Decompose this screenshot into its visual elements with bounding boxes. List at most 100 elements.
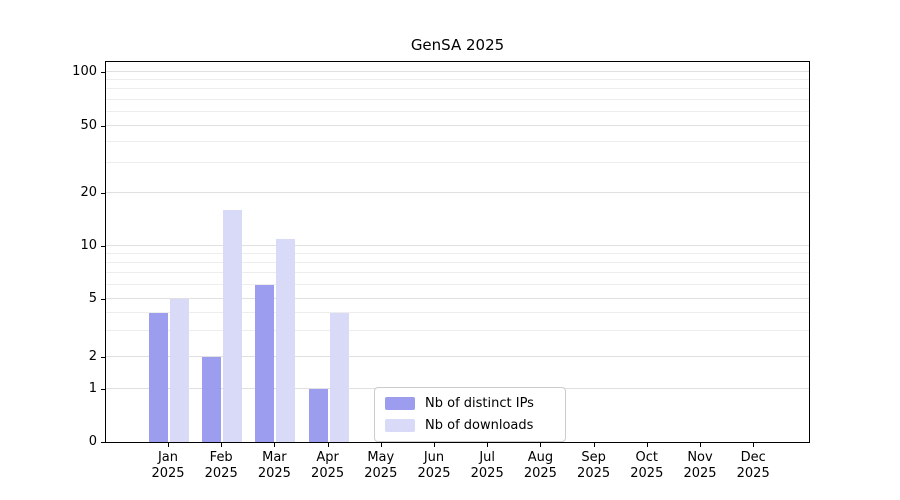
x-tick-mark-jan [168,443,169,447]
gridline-10 [106,245,809,246]
y-tick-mark [101,125,105,127]
legend: Nb of distinct IPs Nb of downloads [374,387,566,442]
x-tick-mark-may [380,443,382,447]
x-tick-month: Oct [635,450,659,465]
x-tick-month: Feb [209,450,233,465]
x-tick-label-jun: Jun 2025 [402,450,466,482]
legend-item-distinct-ips: Nb of distinct IPs [385,396,555,411]
y-tick-mark [101,442,105,443]
x-tick-mark-mar [274,443,276,447]
y-tick-label-2: 2 [88,348,97,364]
gridline-50 [106,124,809,126]
y-tick-mark [101,72,105,73]
x-tick-mark-apr [327,443,329,447]
x-tick-label-jan: Jan 2025 [136,450,200,482]
y-tick-label-100: 100 [72,64,97,79]
bar-distinct-ips-jan [149,312,168,442]
gridline-5 [106,297,809,299]
y-tick-mark [101,298,105,300]
gridline-20 [106,192,809,194]
x-tick-mark-oct [646,443,648,447]
x-tick-month: May [367,450,395,465]
x-tick-year: 2025 [257,466,291,481]
gridline-70 [106,98,809,100]
x-tick-label-oct: Oct 2025 [615,450,679,482]
gridline-60 [106,110,809,112]
legend-swatch-downloads [385,419,415,432]
bar-distinct-ips-mar [255,284,275,442]
x-tick-mark-aug [540,443,542,447]
x-tick-year: 2025 [311,466,345,481]
x-tick-mark-dec [753,443,755,447]
bar-distinct-ips-apr [308,389,328,442]
legend-label-downloads: Nb of downloads [425,418,534,433]
x-tick-month: Dec [740,450,766,465]
bar-downloads-apr [329,312,349,442]
x-tick-label-feb: Feb 2025 [189,450,253,482]
x-tick-year: 2025 [417,466,451,481]
gridline-3 [106,329,809,331]
x-tick-month: Apr [316,450,339,465]
x-tick-label-mar: Mar 2025 [242,450,306,482]
x-tick-year: 2025 [736,466,770,481]
x-tick-label-nov: Nov 2025 [668,450,732,482]
y-tick-mark [101,389,105,391]
plot-area: Nb of distinct IPs Nb of downloads [105,61,810,443]
x-tick-month: Aug [527,450,554,465]
legend-item-downloads: Nb of downloads [385,418,555,433]
y-tick-label-20: 20 [80,185,97,201]
x-tick-mark-jun [434,443,435,447]
x-tick-year: 2025 [204,466,238,481]
x-tick-month: Sep [581,450,606,465]
bar-distinct-ips-feb [202,356,222,442]
chart-title: GenSA 2025 [410,36,505,54]
gridline-30 [106,162,809,164]
gridline-100 [106,71,809,72]
x-tick-mark-sep [593,443,595,447]
x-tick-month: Nov [687,450,713,465]
x-tick-label-apr: Apr 2025 [296,450,360,482]
x-tick-month: Jun [423,450,445,465]
y-tick-mark [101,246,105,247]
y-tick-mark [101,193,105,195]
x-tick-mark-nov [700,443,701,447]
x-tick-label-may: May 2025 [349,450,413,482]
bar-downloads-feb [223,210,243,442]
bar-downloads-mar [276,238,296,442]
gridline-7 [106,272,809,274]
x-tick-month: Mar [262,450,287,465]
x-tick-year: 2025 [683,466,717,481]
x-tick-label-jul: Jul 2025 [455,450,519,482]
x-tick-month: Jan [157,450,179,465]
x-tick-year: 2025 [151,466,185,481]
gridline-9 [106,253,809,254]
y-tick-label-0: 0 [88,434,97,449]
gridline-2 [106,355,809,357]
gridline-6 [106,283,809,285]
gridline-8 [106,262,809,263]
x-tick-year: 2025 [523,466,557,481]
x-tick-year: 2025 [577,466,611,481]
x-tick-year: 2025 [364,466,398,481]
x-tick-label-dec: Dec 2025 [721,450,785,482]
gridline-4 [106,311,809,313]
x-tick-month: Jul [479,450,496,465]
y-tick-mark [101,356,105,358]
gridline-90 [106,79,809,81]
x-tick-label-sep: Sep 2025 [562,450,626,482]
x-tick-year: 2025 [470,466,504,481]
bar-downloads-jan [170,298,189,442]
gridline-40 [106,141,809,143]
x-tick-mark-jul [487,443,489,447]
y-tick-label-10: 10 [80,238,97,253]
x-tick-label-aug: Aug 2025 [508,450,572,482]
x-tick-mark-feb [221,443,223,447]
y-tick-label-50: 50 [80,117,97,133]
legend-label-distinct-ips: Nb of distinct IPs [425,396,534,411]
y-tick-label-5: 5 [88,290,97,306]
y-tick-label-1: 1 [88,381,97,397]
gridline-80 [106,88,809,90]
legend-swatch-distinct-ips [385,397,415,410]
x-tick-year: 2025 [630,466,664,481]
